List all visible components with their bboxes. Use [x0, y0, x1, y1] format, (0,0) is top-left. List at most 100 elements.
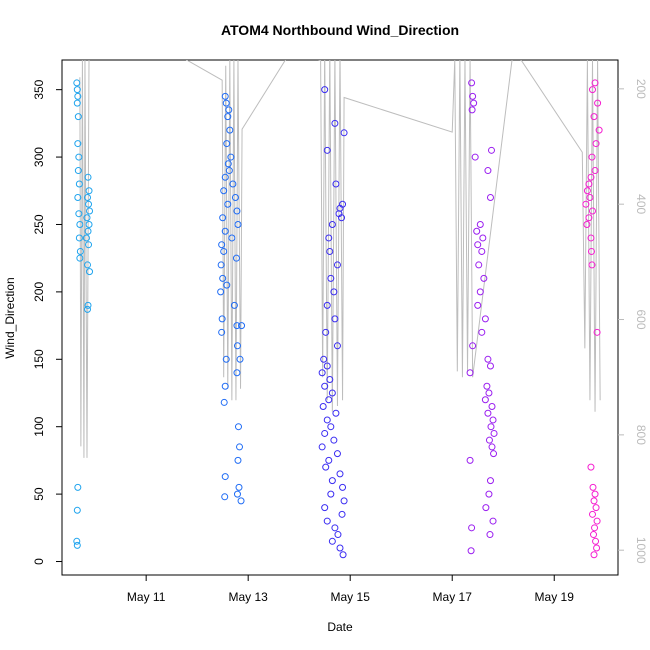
- data-point: [340, 497, 348, 505]
- y-tick-label: 150: [32, 349, 46, 369]
- data-point: [85, 200, 93, 208]
- data-point: [222, 99, 230, 107]
- y-axis-label: Wind_Direction: [3, 277, 17, 358]
- data-point: [467, 547, 475, 555]
- data-point: [583, 220, 591, 228]
- y2-tick-label: 1000: [634, 537, 648, 564]
- data-point: [86, 268, 94, 276]
- plot-frame: [61, 59, 619, 576]
- data-point: [591, 524, 599, 532]
- data-point: [321, 504, 329, 512]
- data-point: [86, 207, 94, 215]
- data-point: [590, 531, 598, 539]
- data-point: [74, 92, 82, 100]
- y-tick-label: 350: [32, 79, 46, 99]
- data-point: [487, 423, 495, 431]
- y2-tick-label: 400: [634, 194, 648, 214]
- y2-tick-label: 200: [634, 79, 648, 99]
- data-point: [587, 463, 595, 471]
- data-point: [582, 200, 590, 208]
- data-point: [328, 537, 336, 545]
- data-point: [332, 180, 340, 188]
- data-point: [232, 254, 240, 262]
- y-tick-label: 200: [32, 282, 46, 302]
- data-point: [221, 92, 229, 100]
- data-point: [326, 247, 334, 255]
- data-point: [233, 369, 241, 377]
- data-point: [469, 92, 477, 100]
- data-point: [338, 214, 346, 222]
- data-point: [73, 541, 81, 549]
- data-point: [486, 477, 494, 485]
- data-point: [224, 113, 232, 121]
- data-point: [237, 497, 245, 505]
- pressure-line: [79, 60, 601, 458]
- data-point: [84, 227, 92, 235]
- data-point: [489, 517, 497, 525]
- data-point: [479, 234, 487, 242]
- data-point: [487, 146, 495, 154]
- data-point: [592, 504, 600, 512]
- data-point: [225, 106, 233, 114]
- data-point: [323, 146, 331, 154]
- data-point: [333, 261, 341, 269]
- data-point: [587, 173, 595, 181]
- data-point: [76, 220, 84, 228]
- data-point: [85, 187, 93, 195]
- data-point: [74, 194, 82, 202]
- data-point: [468, 106, 476, 114]
- data-point: [230, 301, 238, 309]
- data-point: [322, 463, 330, 471]
- data-point: [84, 261, 92, 269]
- data-point: [330, 288, 338, 296]
- data-point: [590, 113, 598, 121]
- data-point: [235, 483, 243, 491]
- data-point: [478, 328, 486, 336]
- data-point: [339, 551, 347, 559]
- x-tick-label: May 13: [229, 590, 269, 604]
- data-point: [83, 214, 91, 222]
- data-point: [222, 355, 230, 363]
- data-point: [473, 227, 481, 235]
- y-tick-label: 0: [32, 558, 46, 565]
- data-point: [75, 234, 83, 242]
- data-point: [466, 369, 474, 377]
- data-point: [339, 483, 347, 491]
- data-point: [490, 450, 498, 458]
- data-point: [236, 355, 244, 363]
- data-point: [591, 79, 599, 87]
- data-point: [73, 506, 81, 514]
- data-point: [475, 261, 483, 269]
- data-point: [233, 322, 241, 330]
- data-point: [223, 140, 231, 148]
- data-point: [321, 86, 329, 94]
- data-point: [481, 396, 489, 404]
- data-point: [231, 194, 239, 202]
- data-point: [590, 551, 598, 559]
- data-point: [221, 493, 229, 501]
- data-point: [485, 436, 493, 444]
- data-point: [471, 153, 479, 161]
- data-point: [233, 207, 241, 215]
- data-point: [319, 402, 327, 410]
- data-point: [474, 241, 482, 249]
- data-point: [218, 328, 226, 336]
- data-point: [468, 79, 476, 87]
- data-point: [75, 153, 83, 161]
- data-point: [476, 288, 484, 296]
- data-point: [74, 483, 82, 491]
- data-point: [228, 234, 236, 242]
- data-point: [73, 537, 81, 545]
- data-point: [327, 274, 335, 282]
- data-point: [327, 423, 335, 431]
- data-point: [583, 187, 591, 195]
- data-point: [220, 398, 228, 406]
- data-point: [325, 234, 333, 242]
- data-point: [73, 86, 81, 94]
- data-point: [236, 443, 244, 451]
- data-point: [588, 153, 596, 161]
- data-point: [76, 247, 84, 255]
- data-point: [486, 531, 494, 539]
- data-point: [485, 389, 493, 397]
